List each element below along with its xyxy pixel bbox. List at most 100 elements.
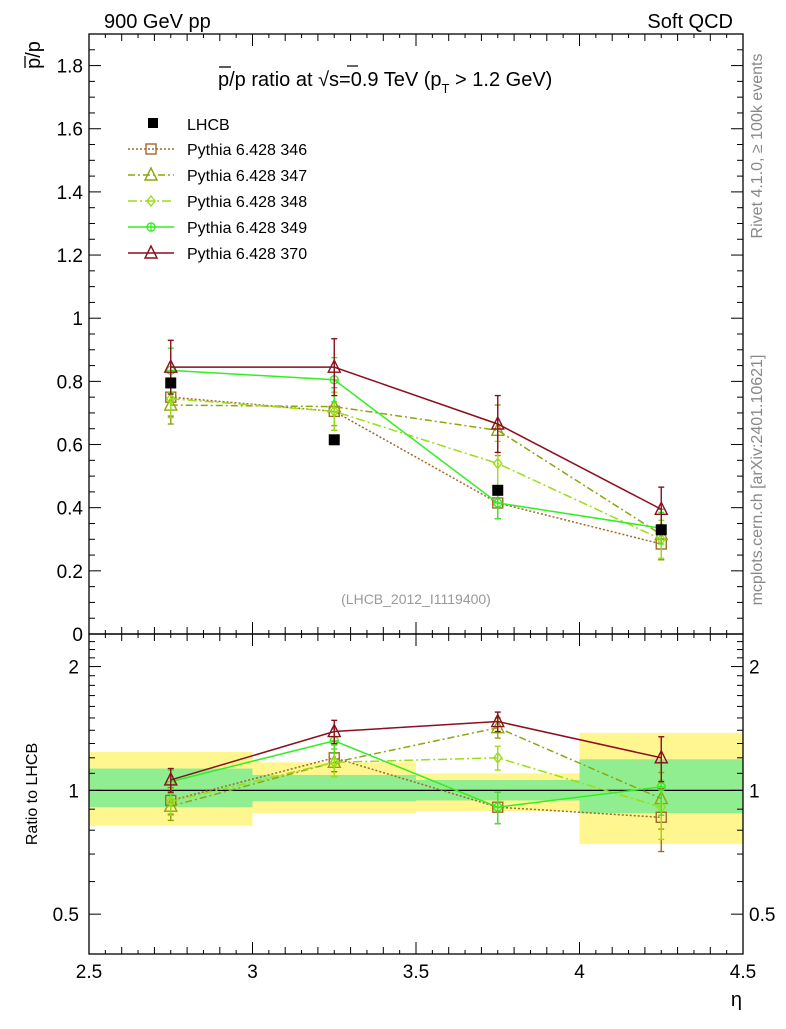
chart-title-rest: =0.9 TeV (p	[339, 69, 441, 91]
series-error-bar	[331, 338, 338, 397]
header-energy-label: 900 GeV pp	[104, 11, 211, 33]
legend-marker	[143, 244, 159, 259]
data-point	[655, 524, 667, 536]
series-line	[170, 397, 662, 540]
ratio-series-line	[170, 726, 662, 807]
y-tick-label: 1.8	[57, 57, 83, 78]
chart-title: p/p ratio at √s=0.9 TeV (pT > 1.2 GeV)	[218, 65, 552, 96]
legend-marker	[143, 166, 159, 181]
ratio-series-line	[170, 720, 662, 781]
legend-item: Pythia 6.428 348	[128, 194, 307, 211]
main-plot: 0 0.2 0.4 0.6 0.8 1 1.2 1.4 1.6 1.8	[57, 33, 744, 646]
y-tick-label: 1.4	[57, 183, 84, 204]
ratio-series-point	[490, 712, 505, 728]
series-point	[493, 498, 503, 508]
ratio-series-point	[165, 795, 176, 808]
legend-item-lhcb: LHCB	[148, 117, 230, 134]
ratio-series-line	[170, 739, 662, 808]
series-point	[163, 358, 178, 373]
y-tick-label: 0.4	[57, 499, 84, 520]
ratio-y-tick-label: 1	[68, 781, 79, 802]
series-point	[492, 457, 503, 470]
series-point	[327, 358, 342, 373]
chart-title-sqrt: √	[318, 69, 329, 91]
analysis-id-label: (LHCB_2012_I1119400)	[341, 591, 491, 607]
chart-title-s: s	[329, 69, 339, 91]
ratio-series-pythia-6-428-370	[163, 711, 669, 793]
y-tick-label: 1.6	[57, 120, 83, 141]
series-line	[170, 396, 662, 545]
ratio-series-line	[170, 757, 662, 819]
y-axis-title-rest: /p	[23, 41, 45, 58]
ratio-series-point	[329, 756, 340, 769]
legend-label: Pythia 6.428 346	[187, 142, 307, 159]
legend-label: Pythia 6.428 349	[187, 220, 307, 237]
uncertainty-band-inner	[252, 774, 416, 802]
legend-label: Pythia 6.428 370	[187, 246, 307, 263]
x-tick-label: 4.5	[730, 962, 756, 983]
series-line	[170, 369, 662, 529]
series-line	[170, 366, 662, 510]
ratio-error-bar	[494, 745, 501, 771]
legend-item: Pythia 6.428 349	[128, 220, 307, 237]
x-tick-label: 3	[247, 962, 258, 983]
series-error-bar	[494, 394, 501, 454]
chart-title-subscript: T	[442, 81, 450, 96]
y-tick-label: 0.6	[57, 436, 83, 457]
x-axis-title: η	[731, 989, 742, 1011]
ratio-y-tick-label-right: 0.5	[749, 905, 775, 926]
y-tick-label: 0	[72, 625, 83, 646]
ratio-y-tick-label-right: 1	[749, 781, 760, 802]
series-point	[329, 405, 340, 418]
x-tick-label: 4	[574, 962, 585, 983]
y-axis-title: p/p	[23, 41, 45, 69]
series-pythia-6-428-370	[163, 338, 669, 533]
legend-marker	[146, 222, 156, 232]
series-pythia-6-428-349	[166, 347, 666, 545]
y-axis-title-pbar: p	[23, 58, 45, 69]
series-pythia-6-428-348	[165, 379, 667, 559]
legend-label: Pythia 6.428 347	[187, 168, 307, 185]
data-point	[328, 434, 340, 446]
legend-marker	[145, 143, 157, 155]
ratio-series-point	[654, 749, 669, 764]
legend-marker	[148, 118, 158, 128]
mcplots-credit-label: mcplots.cern.ch [arXiv:2401.10621]	[749, 355, 766, 606]
header-process-label: Soft QCD	[647, 11, 733, 33]
ratio-y-tick-label-right: 2	[749, 658, 760, 679]
ratio-series-point	[327, 722, 342, 738]
chart-title-tail: > 1.2 GeV)	[449, 69, 552, 91]
data-point	[492, 484, 504, 496]
series-lhcb-data	[165, 377, 667, 536]
series-point	[165, 392, 176, 405]
series-point	[654, 500, 669, 515]
chart-title-mid: /p ratio at	[229, 69, 318, 91]
ratio-series-point	[492, 751, 503, 764]
x-tick-label: 3.5	[403, 962, 429, 983]
y-tick-label: 1.2	[57, 246, 83, 267]
legend-label: Pythia 6.428 348	[187, 194, 307, 211]
legend-marker	[146, 194, 156, 208]
legend-item: Pythia 6.428 347	[128, 166, 307, 185]
legend-item: Pythia 6.428 370	[128, 244, 307, 263]
rivet-version-label: Rivet 4.1.0, ≥ 100k events	[749, 54, 766, 239]
ratio-y-tick-label: 2	[68, 658, 79, 679]
data-point	[165, 377, 177, 389]
ratio-y-tick-label: 0.5	[53, 905, 79, 926]
y-tick-label: 0.8	[57, 372, 83, 393]
ratio-series-point	[163, 771, 178, 786]
legend-item: Pythia 6.428 346	[128, 142, 307, 159]
x-tick-label: 2.5	[76, 962, 102, 983]
y-tick-label: 0.2	[57, 562, 83, 583]
svg-text:p/p: p/p	[23, 41, 45, 69]
legend: LHCB Pythia 6.428 346 Pythia 6.428 347 Pyth…	[128, 117, 307, 263]
ratio-error-bar	[658, 736, 665, 783]
chart-title-pbar: p	[218, 69, 229, 91]
svg-text:p/p ratio at √s=0.9 TeV (pT >: p/p ratio at √s=0.9 TeV (pT > 1.2 GeV)	[218, 69, 552, 96]
series-point	[490, 415, 505, 430]
legend-label: LHCB	[187, 117, 230, 134]
ratio-series-point	[656, 782, 666, 792]
series-line	[170, 404, 662, 536]
y-tick-label: 1	[72, 309, 83, 330]
